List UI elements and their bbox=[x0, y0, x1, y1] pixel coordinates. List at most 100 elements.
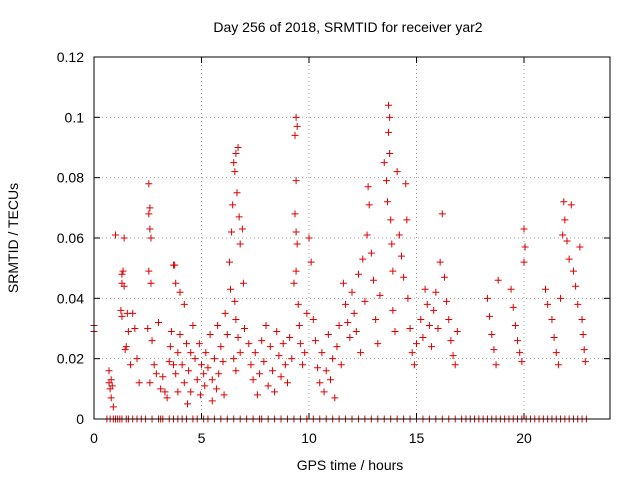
data-point bbox=[483, 294, 491, 302]
data-point bbox=[560, 198, 568, 206]
data-point bbox=[453, 328, 461, 336]
data-point bbox=[440, 273, 448, 281]
data-point bbox=[372, 315, 380, 323]
data-point bbox=[521, 243, 529, 251]
data-point bbox=[208, 397, 216, 405]
data-point bbox=[318, 349, 326, 357]
data-point bbox=[176, 331, 184, 339]
data-point bbox=[172, 279, 180, 287]
data-point bbox=[291, 210, 299, 218]
data-point bbox=[370, 276, 377, 284]
x-tick-label: 0 bbox=[90, 430, 98, 446]
data-point bbox=[228, 228, 236, 236]
data-point bbox=[410, 361, 418, 369]
data-point bbox=[264, 382, 272, 390]
data-point bbox=[145, 180, 153, 188]
data-point bbox=[214, 321, 222, 329]
data-point bbox=[333, 343, 341, 351]
data-points bbox=[90, 101, 590, 423]
data-point bbox=[180, 300, 188, 308]
data-point bbox=[217, 343, 225, 351]
data-point bbox=[518, 358, 526, 366]
data-point bbox=[215, 370, 223, 378]
data-point bbox=[296, 340, 304, 348]
y-tick-label: 0 bbox=[76, 411, 84, 427]
data-point bbox=[152, 370, 160, 378]
data-point bbox=[516, 349, 524, 357]
data-point bbox=[291, 131, 299, 139]
data-point bbox=[383, 198, 391, 206]
data-point bbox=[268, 367, 276, 375]
data-point bbox=[430, 306, 438, 314]
data-point bbox=[227, 285, 235, 293]
data-point bbox=[580, 346, 588, 354]
data-point bbox=[292, 113, 300, 121]
data-point bbox=[520, 258, 528, 266]
data-point bbox=[231, 297, 239, 305]
data-point bbox=[408, 349, 416, 357]
data-point bbox=[232, 315, 240, 323]
data-point bbox=[206, 331, 214, 339]
data-point bbox=[402, 180, 410, 188]
data-point bbox=[488, 331, 496, 339]
data-point bbox=[299, 361, 307, 369]
data-point bbox=[157, 385, 165, 393]
data-point bbox=[425, 321, 433, 329]
data-point bbox=[238, 225, 246, 233]
data-point bbox=[294, 300, 302, 308]
data-point bbox=[579, 331, 587, 339]
data-point bbox=[544, 300, 552, 308]
data-point bbox=[249, 376, 257, 384]
data-point bbox=[219, 358, 227, 366]
data-point bbox=[193, 376, 201, 384]
data-point bbox=[324, 331, 332, 339]
data-point bbox=[251, 349, 259, 357]
data-point bbox=[449, 352, 457, 360]
data-point bbox=[202, 349, 210, 357]
data-point bbox=[180, 379, 188, 387]
data-point bbox=[552, 349, 560, 357]
data-point bbox=[391, 328, 399, 336]
data-point bbox=[146, 225, 154, 233]
data-point bbox=[161, 388, 169, 396]
data-point bbox=[576, 243, 584, 251]
data-point bbox=[563, 237, 571, 245]
data-point bbox=[363, 231, 371, 239]
data-point bbox=[337, 361, 345, 369]
data-point bbox=[486, 312, 494, 320]
data-point bbox=[135, 379, 143, 387]
data-point bbox=[303, 309, 311, 317]
data-point bbox=[389, 306, 397, 314]
data-point bbox=[184, 400, 192, 408]
data-point bbox=[234, 334, 242, 342]
data-point bbox=[374, 340, 382, 348]
data-point bbox=[423, 300, 431, 308]
data-point bbox=[107, 394, 115, 402]
x-axis-label: GPS time / hours bbox=[297, 457, 404, 473]
data-point bbox=[339, 279, 347, 287]
data-point bbox=[386, 113, 394, 121]
data-point bbox=[565, 255, 573, 263]
data-point bbox=[236, 240, 244, 248]
data-point bbox=[223, 331, 231, 339]
data-point bbox=[146, 379, 154, 387]
data-point bbox=[542, 285, 549, 293]
x-axis-ticks: 0 5 10 15 20 bbox=[90, 57, 532, 446]
data-point bbox=[376, 291, 384, 299]
data-point bbox=[389, 267, 397, 275]
data-point bbox=[133, 355, 141, 363]
data-point bbox=[182, 340, 190, 348]
data-point bbox=[290, 279, 298, 287]
data-point bbox=[344, 318, 352, 326]
data-point bbox=[393, 168, 401, 176]
data-point bbox=[201, 382, 209, 390]
data-point bbox=[561, 216, 569, 224]
data-point bbox=[262, 321, 270, 329]
data-point bbox=[120, 282, 128, 290]
data-point bbox=[365, 201, 373, 209]
data-point bbox=[520, 225, 528, 233]
x-tick-label: 20 bbox=[516, 430, 532, 446]
data-point bbox=[232, 367, 240, 375]
data-point bbox=[258, 337, 266, 345]
data-point bbox=[443, 297, 451, 305]
